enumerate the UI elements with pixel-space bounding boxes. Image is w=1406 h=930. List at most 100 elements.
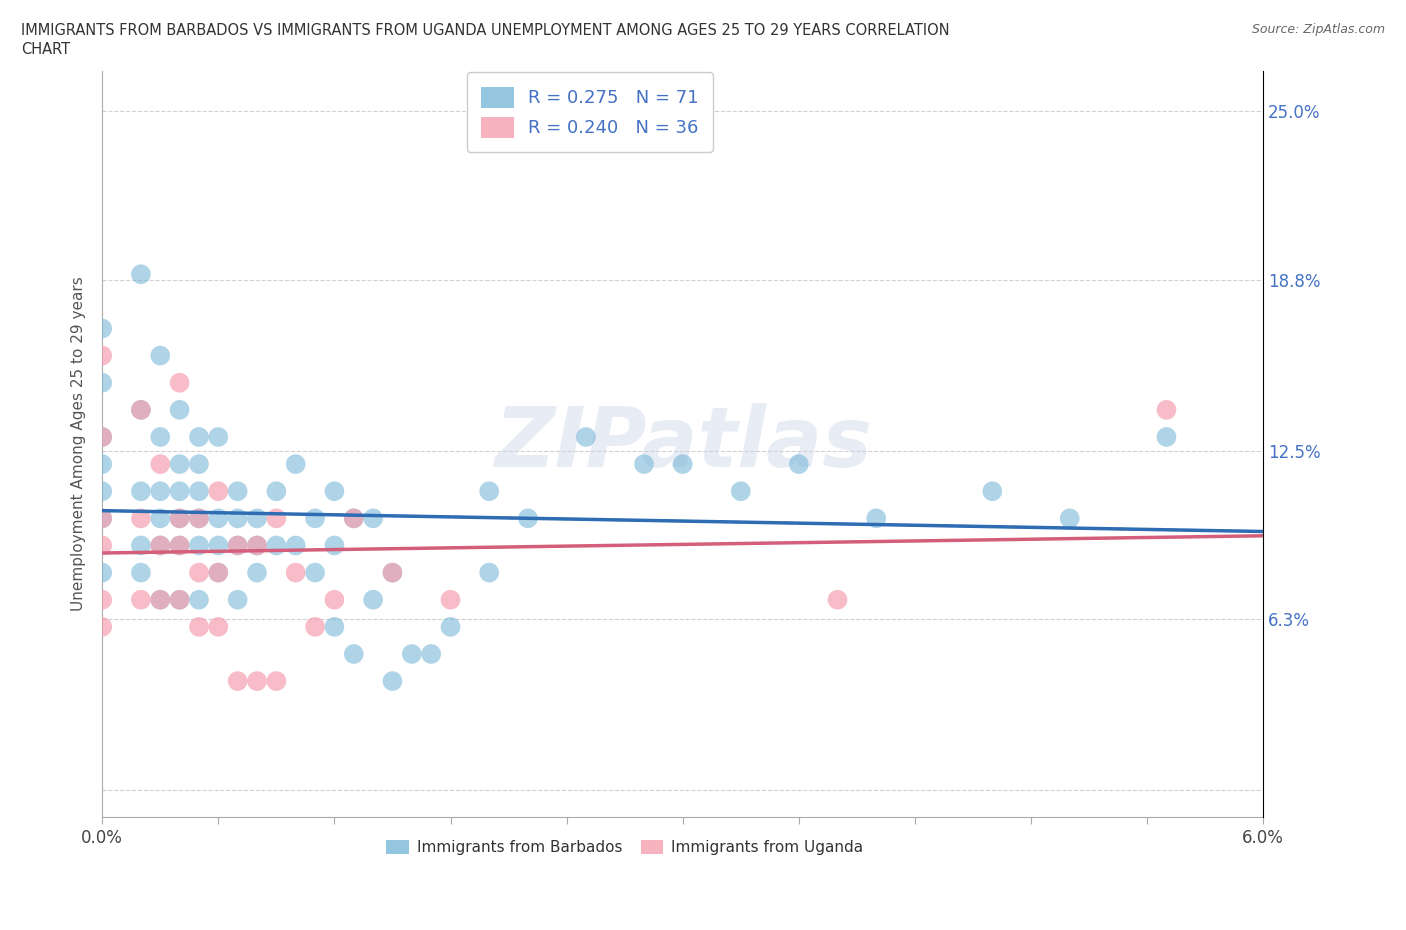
Point — [323, 538, 346, 553]
Point — [226, 538, 249, 553]
Point — [323, 619, 346, 634]
Point — [91, 619, 114, 634]
Point — [129, 565, 152, 580]
Point — [478, 484, 501, 498]
Point — [188, 538, 211, 553]
Point — [226, 511, 249, 525]
Point — [1156, 430, 1178, 445]
Point — [266, 511, 288, 525]
Point — [304, 511, 326, 525]
Point — [284, 538, 307, 553]
Point — [246, 511, 269, 525]
Point — [169, 403, 191, 418]
Text: ZIPatlas: ZIPatlas — [494, 404, 872, 485]
Point — [401, 646, 423, 661]
Point — [730, 484, 752, 498]
Point — [169, 376, 191, 391]
Point — [169, 511, 191, 525]
Point — [91, 511, 114, 525]
Point — [207, 484, 229, 498]
Point — [169, 457, 191, 472]
Point — [284, 457, 307, 472]
Point — [149, 538, 172, 553]
Point — [1059, 511, 1081, 525]
Point — [207, 430, 229, 445]
Point — [91, 538, 114, 553]
Y-axis label: Unemployment Among Ages 25 to 29 years: Unemployment Among Ages 25 to 29 years — [72, 276, 86, 611]
Point — [266, 538, 288, 553]
Point — [91, 592, 114, 607]
Point — [149, 592, 172, 607]
Point — [516, 511, 538, 525]
Point — [169, 592, 191, 607]
Point — [149, 484, 172, 498]
Point — [246, 538, 269, 553]
Legend: Immigrants from Barbados, Immigrants from Uganda: Immigrants from Barbados, Immigrants fro… — [380, 834, 869, 861]
Point — [129, 538, 152, 553]
Point — [226, 673, 249, 688]
Point — [343, 646, 366, 661]
Point — [149, 430, 172, 445]
Point — [169, 538, 191, 553]
Point — [188, 484, 211, 498]
Point — [129, 592, 152, 607]
Point — [1156, 403, 1178, 418]
Point — [207, 619, 229, 634]
Point — [343, 511, 366, 525]
Point — [207, 565, 229, 580]
Point — [361, 511, 384, 525]
Point — [188, 592, 211, 607]
Point — [304, 565, 326, 580]
Point — [246, 673, 269, 688]
Point — [207, 565, 229, 580]
Point — [439, 592, 461, 607]
Point — [129, 403, 152, 418]
Text: IMMIGRANTS FROM BARBADOS VS IMMIGRANTS FROM UGANDA UNEMPLOYMENT AMONG AGES 25 TO: IMMIGRANTS FROM BARBADOS VS IMMIGRANTS F… — [21, 23, 949, 38]
Point — [981, 484, 1004, 498]
Point — [91, 376, 114, 391]
Point — [827, 592, 849, 607]
Point — [91, 457, 114, 472]
Point — [226, 484, 249, 498]
Point — [169, 484, 191, 498]
Point — [787, 457, 810, 472]
Point — [381, 565, 404, 580]
Point — [129, 511, 152, 525]
Point — [420, 646, 443, 661]
Point — [188, 565, 211, 580]
Point — [323, 592, 346, 607]
Point — [207, 511, 229, 525]
Point — [91, 484, 114, 498]
Point — [169, 538, 191, 553]
Point — [284, 565, 307, 580]
Point — [439, 619, 461, 634]
Point — [246, 538, 269, 553]
Point — [149, 511, 172, 525]
Point — [149, 592, 172, 607]
Point — [381, 673, 404, 688]
Point — [575, 430, 598, 445]
Point — [188, 430, 211, 445]
Point — [266, 673, 288, 688]
Point — [188, 619, 211, 634]
Point — [361, 592, 384, 607]
Point — [91, 321, 114, 336]
Point — [91, 565, 114, 580]
Point — [672, 457, 695, 472]
Point — [91, 430, 114, 445]
Point — [226, 592, 249, 607]
Point — [188, 511, 211, 525]
Point — [207, 538, 229, 553]
Point — [304, 619, 326, 634]
Point — [149, 457, 172, 472]
Point — [478, 565, 501, 580]
Point — [188, 511, 211, 525]
Point — [169, 592, 191, 607]
Point — [266, 484, 288, 498]
Point — [381, 565, 404, 580]
Point — [91, 511, 114, 525]
Text: CHART: CHART — [21, 42, 70, 57]
Point — [169, 511, 191, 525]
Point — [91, 348, 114, 363]
Point — [129, 267, 152, 282]
